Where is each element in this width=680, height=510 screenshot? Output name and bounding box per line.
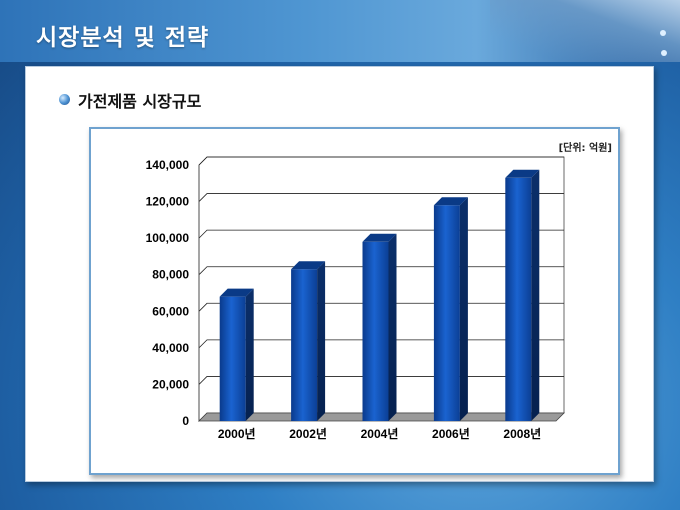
y-tick-label: 100,000 — [146, 231, 190, 245]
x-tick-label: 2002년 — [289, 427, 327, 441]
unit-note: [단위: 억원] — [558, 143, 612, 154]
bullet-icon — [59, 94, 70, 105]
handshake-photo — [490, 0, 680, 62]
bar — [362, 241, 389, 421]
decorative-dot — [661, 50, 667, 56]
bar-side — [317, 261, 326, 421]
y-tick-label: 120,000 — [146, 195, 190, 209]
bar-top — [433, 197, 468, 206]
bar-side — [388, 233, 397, 421]
y-tick-label: 40,000 — [152, 341, 189, 355]
x-tick-label: 2000년 — [218, 427, 256, 441]
y-tick-label: 80,000 — [152, 268, 189, 282]
section-title: 가전제품 시장규모 — [78, 92, 202, 111]
bar — [433, 205, 460, 421]
decorative-dot — [660, 30, 666, 36]
y-tick-label: 0 — [182, 414, 189, 428]
bar — [219, 296, 246, 421]
bar-top — [505, 169, 540, 178]
bar — [505, 177, 532, 421]
bar-top — [219, 288, 254, 297]
gridline — [198, 156, 564, 166]
x-tick-label: 2006년 — [432, 427, 470, 441]
x-tick-label: 2008년 — [503, 427, 541, 441]
bar-top — [291, 261, 326, 270]
y-tick-label: 60,000 — [152, 304, 189, 318]
content-panel: 가전제품 시장규모 [단위: 억원] 0 20,000 40,000 60,000 80… — [25, 66, 654, 482]
bar-chart: 0 20,000 40,000 60,000 80,000 100,000 120,000 1… — [146, 156, 565, 441]
chart-frame: [단위: 억원] 0 20,000 40,000 60,000 80,000 100,00… — [89, 127, 620, 475]
bar — [291, 269, 318, 421]
y-tick-label: 140,000 — [146, 158, 190, 172]
y-tick-label: 20,000 — [152, 377, 189, 391]
bar-side — [531, 169, 540, 421]
bar-side — [245, 288, 254, 421]
gridline — [198, 193, 564, 202]
bar-side — [459, 197, 468, 421]
bar-top — [362, 233, 397, 242]
slide-title: 시장분석 및 전략 — [36, 25, 210, 51]
x-tick-label: 2004년 — [361, 427, 399, 441]
